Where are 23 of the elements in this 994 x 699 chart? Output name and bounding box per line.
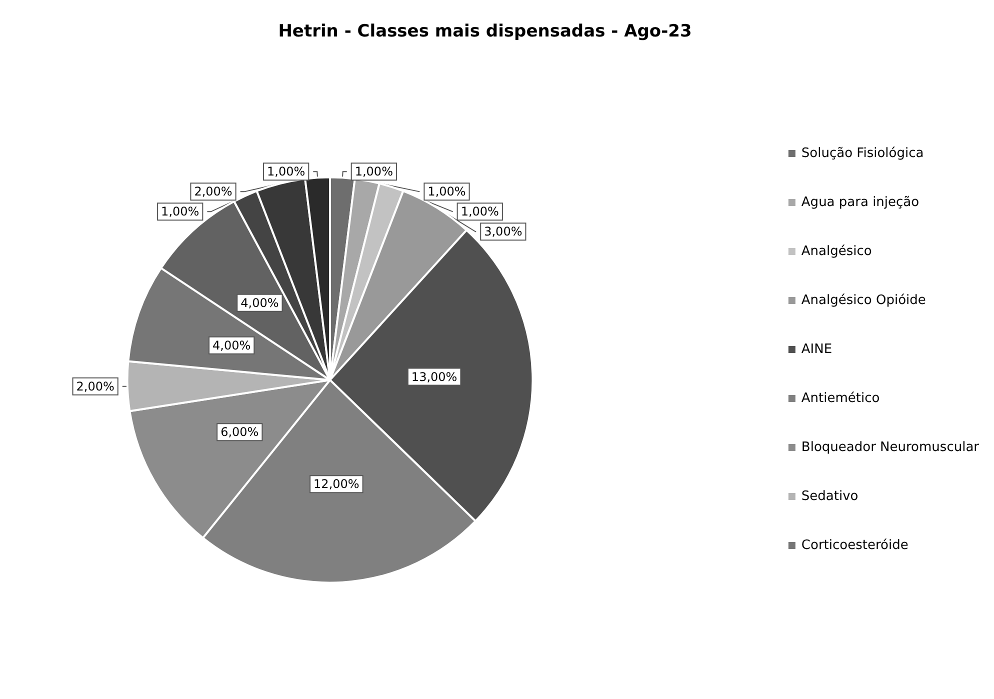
data-label: 4,00% — [240, 296, 279, 310]
legend-label: Corticoesteróide — [801, 538, 908, 553]
data-label: 6,00% — [220, 425, 259, 440]
legend-label: Analgésico Opióide — [801, 293, 926, 308]
data-label: 2,00% — [76, 379, 114, 394]
legend-label: Solução Fisiológica — [801, 146, 924, 161]
legend-label: Analgésico — [801, 244, 872, 259]
legend-label: Sedativo — [801, 489, 858, 504]
chart-title: Hetrin - Classes mais dispensadas - Ago-23 — [278, 22, 692, 42]
data-label: 1,00% — [267, 164, 306, 179]
data-label: 3,00% — [484, 224, 522, 239]
data-label: 1,00% — [428, 184, 466, 199]
data-label: 4,00% — [212, 338, 251, 352]
data-label: 2,00% — [194, 184, 232, 199]
legend-label: Antiemético — [801, 391, 880, 406]
data-label: 1,00% — [161, 204, 200, 219]
data-label: 1,00% — [354, 164, 393, 179]
data-label: 13,00% — [411, 370, 458, 384]
legend-label: Bloqueador Neuromuscular — [801, 440, 980, 455]
data-label: 12,00% — [314, 477, 360, 492]
legend-label: Agua para injeção — [801, 195, 920, 210]
legend-label: AINE — [801, 342, 832, 357]
data-label: 1,00% — [460, 204, 499, 219]
